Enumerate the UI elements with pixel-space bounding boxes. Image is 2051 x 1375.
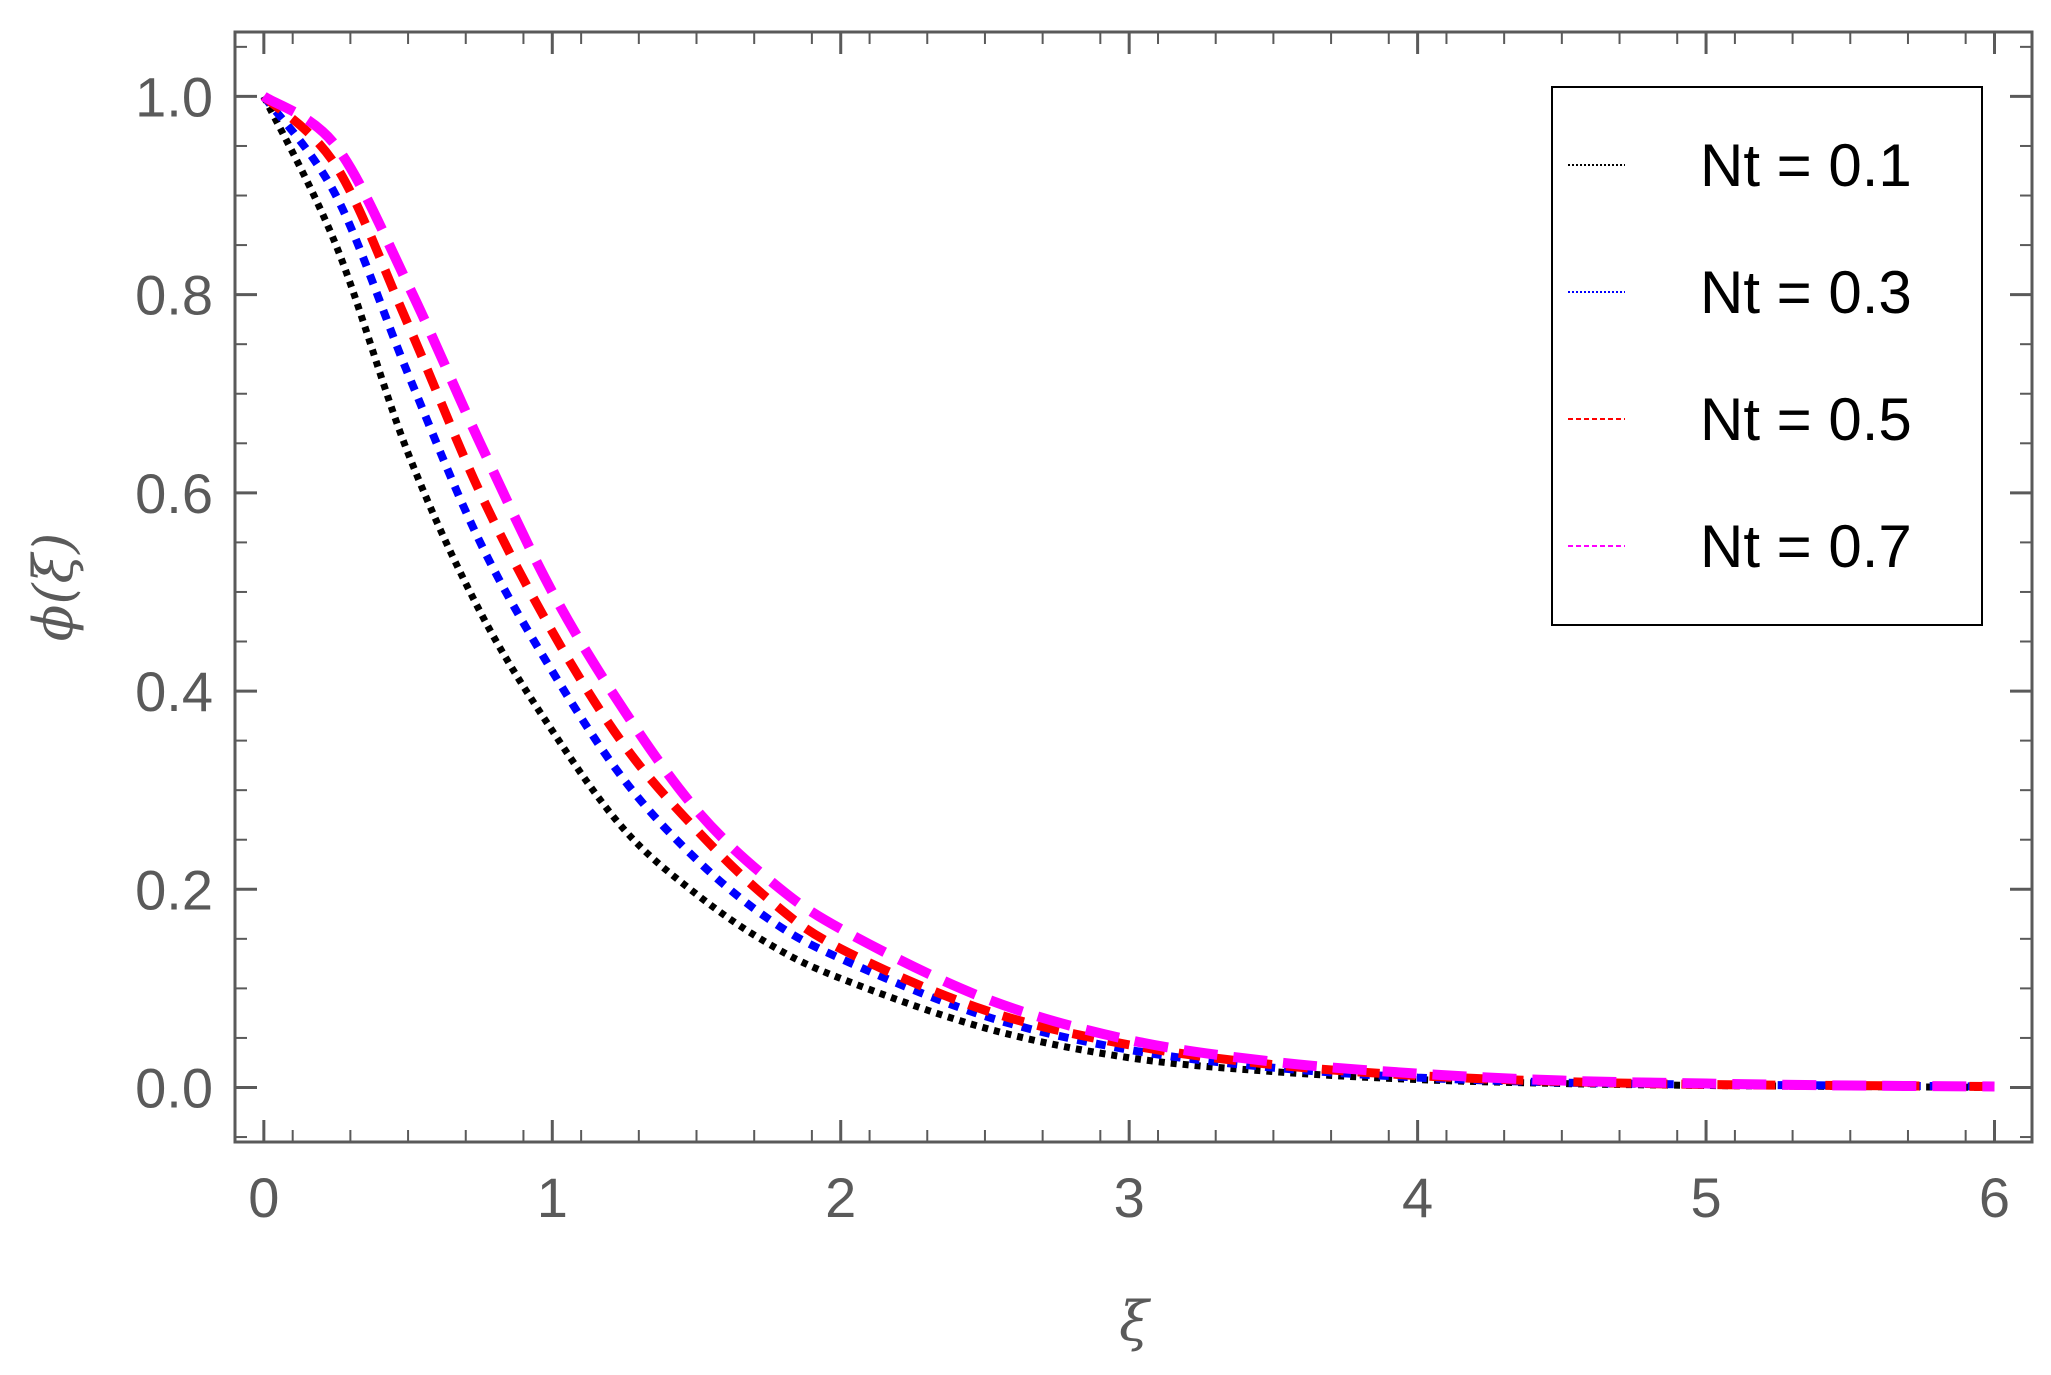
legend-box — [1551, 86, 1983, 626]
legend-label: Nt = 0.1 — [1700, 132, 1912, 199]
y-tick-label: 0.2 — [135, 858, 213, 921]
plot-frame — [233, 30, 2034, 1144]
x-tick-label: 1 — [537, 1166, 568, 1229]
legend-label: Nt = 0.7 — [1700, 513, 1912, 580]
y-tick-label: 1.0 — [135, 65, 213, 128]
x-tick-label: 2 — [825, 1166, 856, 1229]
y-tick-label: 0.8 — [135, 264, 213, 327]
series-line-4 — [261, 92, 1995, 1092]
x-tick-label: 5 — [1690, 1166, 1721, 1229]
legend-items: Nt = 0.1 Nt = 0.3 Nt = 0.5 Nt = 0.7 — [1568, 132, 1912, 580]
series-line-3 — [260, 93, 1995, 1091]
legend-label: Nt = 0.3 — [1700, 259, 1912, 326]
series-line-1 — [260, 94, 1995, 1091]
y-tick-label: 0.0 — [135, 1056, 213, 1119]
x-tick-label: 3 — [1114, 1166, 1145, 1229]
axis-ticks — [234, 32, 2032, 1142]
x-tick-label: 0 — [248, 1166, 279, 1229]
series-layer — [260, 92, 1995, 1092]
y-axis-title: ϕ(ξ) — [22, 533, 85, 642]
x-tick-label: 6 — [1979, 1166, 2010, 1229]
legend: Nt = 0.1 Nt = 0.3 Nt = 0.5 Nt = 0.7 — [1551, 86, 1983, 626]
x-axis-title: ξ — [1119, 1290, 1151, 1353]
tick-labels: 0 1 2 3 4 5 6 0.0 0.2 0.4 0.6 0.8 1.0 — [135, 65, 2010, 1229]
y-tick-label: 0.6 — [135, 462, 213, 525]
series-line-2 — [260, 94, 1995, 1091]
y-tick-label: 0.4 — [135, 660, 213, 723]
x-tick-label: 4 — [1402, 1166, 1433, 1229]
legend-label: Nt = 0.5 — [1700, 386, 1912, 453]
